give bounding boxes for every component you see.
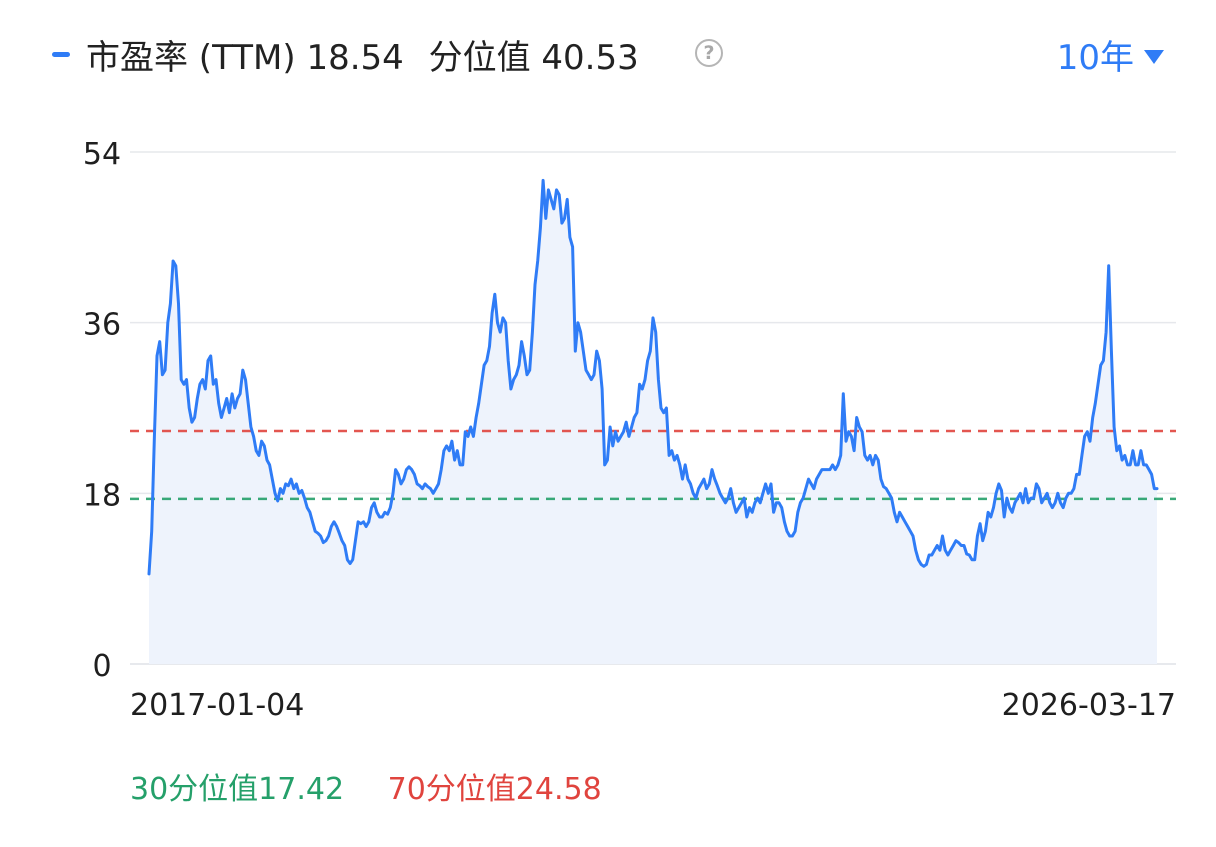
- question-circle-icon[interactable]: ?: [695, 39, 723, 67]
- range-label: 10年: [1056, 38, 1134, 78]
- y-tick-label: 18: [83, 478, 121, 513]
- y-tick-label: 0: [92, 649, 111, 684]
- y-tick-label: 54: [83, 137, 121, 172]
- header-title-row: 市盈率 (TTM) 18.54 分位值 40.53: [86, 30, 639, 79]
- percentile-legend: 30分位值17.42 70分位值24.58: [130, 764, 602, 808]
- y-tick-label: 36: [83, 308, 121, 343]
- series-area: [149, 180, 1157, 664]
- percentile-label: 分位值: [428, 38, 531, 78]
- caret-down-icon: [1144, 50, 1164, 64]
- pe-chart[interactable]: 0 18 36 54 2017-01-04 2026-03-17: [0, 0, 1216, 760]
- metric-current-value: 18.54: [306, 38, 404, 78]
- p70-legend: 70分位值24.58: [387, 772, 602, 807]
- range-dropdown[interactable]: 10年: [1057, 30, 1164, 79]
- percentile-value: 40.53: [541, 38, 639, 78]
- chart-header: 市盈率 (TTM) 18.54 分位值 40.53 ? 10年: [52, 28, 1164, 80]
- x-tick-label: 2017-01-04: [130, 688, 304, 723]
- p30-legend: 30分位值17.42: [130, 772, 345, 807]
- series-line: [147, 178, 1159, 576]
- x-tick-label: 2026-03-17: [1002, 688, 1176, 723]
- metric-title: 市盈率 (TTM): [86, 38, 296, 78]
- series-legend-marker: [52, 52, 70, 57]
